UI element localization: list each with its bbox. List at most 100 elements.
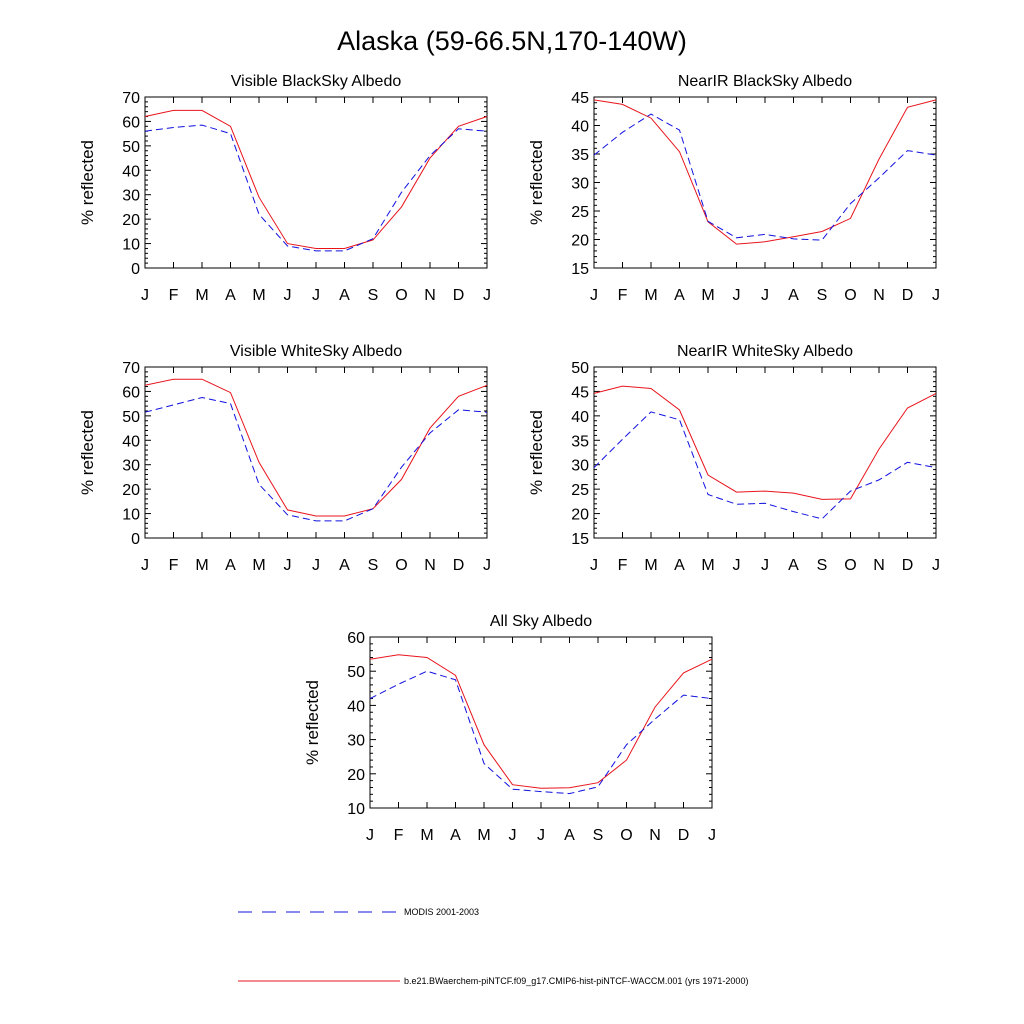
x-tick-label: O (620, 827, 632, 844)
y-tick-label: 30 (122, 188, 140, 205)
x-tick-label: M (195, 557, 208, 574)
series-line-modis (593, 411, 937, 520)
x-tick-label: S (593, 827, 604, 844)
y-tick-label: 35 (571, 147, 589, 164)
series-line-modis (144, 124, 488, 252)
x-tick-label: J (537, 827, 545, 844)
y-tick-label: 20 (571, 233, 589, 250)
panel-visible-whitesky: Visible WhiteSky Albedo 0 10 20 30 40 50 60 70 J F… (78, 343, 491, 574)
plot-frame (369, 636, 713, 809)
x-tick-label: J (733, 287, 741, 304)
x-tick-label: N (873, 287, 885, 304)
x-tick-label: F (169, 557, 179, 574)
x-tick-label: F (394, 827, 404, 844)
y-axis-label: % reflected (78, 140, 97, 225)
series-line-model (369, 654, 713, 789)
x-tick-label: D (678, 827, 690, 844)
y-axis-label: % reflected (527, 140, 546, 225)
plot-frame (593, 96, 937, 269)
panel-title: Visible WhiteSky Albedo (230, 343, 402, 360)
x-tick-label: J (312, 557, 320, 574)
panel-title: NearIR BlackSky Albedo (678, 73, 852, 90)
plot-frame (144, 366, 488, 539)
x-tick-label: S (817, 557, 828, 574)
x-tick-label: D (902, 557, 914, 574)
y-tick-label: 40 (122, 163, 140, 180)
legend: MODIS 2001-2003 b.e21.BWaerchem-piNTCF.f… (238, 907, 748, 986)
x-tick-label: A (225, 287, 236, 304)
y-tick-label: 10 (122, 237, 140, 254)
y-tick-label: 40 (571, 119, 589, 136)
x-tick-label: A (339, 557, 350, 574)
x-tick-label: M (477, 827, 490, 844)
x-tick-label: M (195, 287, 208, 304)
y-tick-label: 20 (122, 482, 140, 499)
x-tick-label: A (788, 287, 799, 304)
x-tick-label: J (932, 287, 940, 304)
x-tick-label: F (618, 557, 628, 574)
x-tick-label: N (424, 557, 436, 574)
y-axis-label: % reflected (527, 410, 546, 495)
x-tick-label: J (761, 287, 769, 304)
legend-label-modis: MODIS 2001-2003 (404, 907, 479, 917)
x-tick-label: N (873, 557, 885, 574)
y-tick-label: 30 (571, 176, 589, 193)
y-axis-label: % reflected (303, 680, 322, 765)
x-tick-label: M (644, 287, 657, 304)
x-tick-label: O (844, 287, 856, 304)
x-tick-label: A (450, 827, 461, 844)
y-tick-label: 25 (571, 204, 589, 221)
y-tick-label: 45 (571, 90, 589, 107)
x-tick-label: D (453, 557, 465, 574)
x-tick-label: S (817, 287, 828, 304)
series-line-modis (593, 113, 937, 241)
series-line-model (593, 99, 937, 245)
y-tick-label: 0 (131, 531, 140, 548)
y-tick-label: 50 (347, 664, 365, 681)
series-line-modis (144, 396, 488, 522)
y-tick-label: 20 (347, 767, 365, 784)
x-tick-label: O (844, 557, 856, 574)
x-tick-label: A (564, 827, 575, 844)
x-tick-label: M (644, 557, 657, 574)
x-tick-label: A (788, 557, 799, 574)
x-tick-label: J (932, 557, 940, 574)
series-line-model (144, 378, 488, 517)
y-tick-label: 15 (571, 261, 589, 278)
y-tick-label: 40 (347, 698, 365, 715)
y-tick-label: 60 (122, 114, 140, 131)
x-tick-label: M (701, 287, 714, 304)
x-tick-label: M (701, 557, 714, 574)
y-tick-label: 25 (571, 482, 589, 499)
y-tick-label: 30 (571, 458, 589, 475)
y-tick-label: 50 (122, 139, 140, 156)
x-tick-label: J (733, 557, 741, 574)
legend-label-model: b.e21.BWaerchem-piNTCF.f09_g17.CMIP6-his… (404, 976, 748, 986)
x-tick-label: N (424, 287, 436, 304)
x-tick-label: J (141, 557, 149, 574)
x-tick-label: J (509, 827, 517, 844)
chart-panels: Visible BlackSky Albedo 0 10 20 30 40 50 60 70 J F… (78, 73, 940, 844)
x-tick-label: M (420, 827, 433, 844)
x-tick-label: J (590, 557, 598, 574)
plot-frame (593, 366, 937, 539)
x-tick-label: N (649, 827, 661, 844)
x-tick-label: A (339, 287, 350, 304)
x-tick-label: J (761, 557, 769, 574)
y-tick-label: 20 (571, 507, 589, 524)
x-tick-label: M (252, 287, 265, 304)
panel-title: Visible BlackSky Albedo (231, 73, 402, 90)
x-tick-label: O (395, 557, 407, 574)
x-tick-label: J (590, 287, 598, 304)
x-tick-label: J (483, 287, 491, 304)
panel-title: NearIR WhiteSky Albedo (677, 343, 853, 360)
y-tick-label: 30 (347, 733, 365, 750)
y-tick-label: 50 (571, 360, 589, 377)
y-tick-label: 20 (122, 212, 140, 229)
y-tick-label: 70 (122, 360, 140, 377)
x-tick-label: J (483, 557, 491, 574)
y-tick-label: 0 (131, 261, 140, 278)
